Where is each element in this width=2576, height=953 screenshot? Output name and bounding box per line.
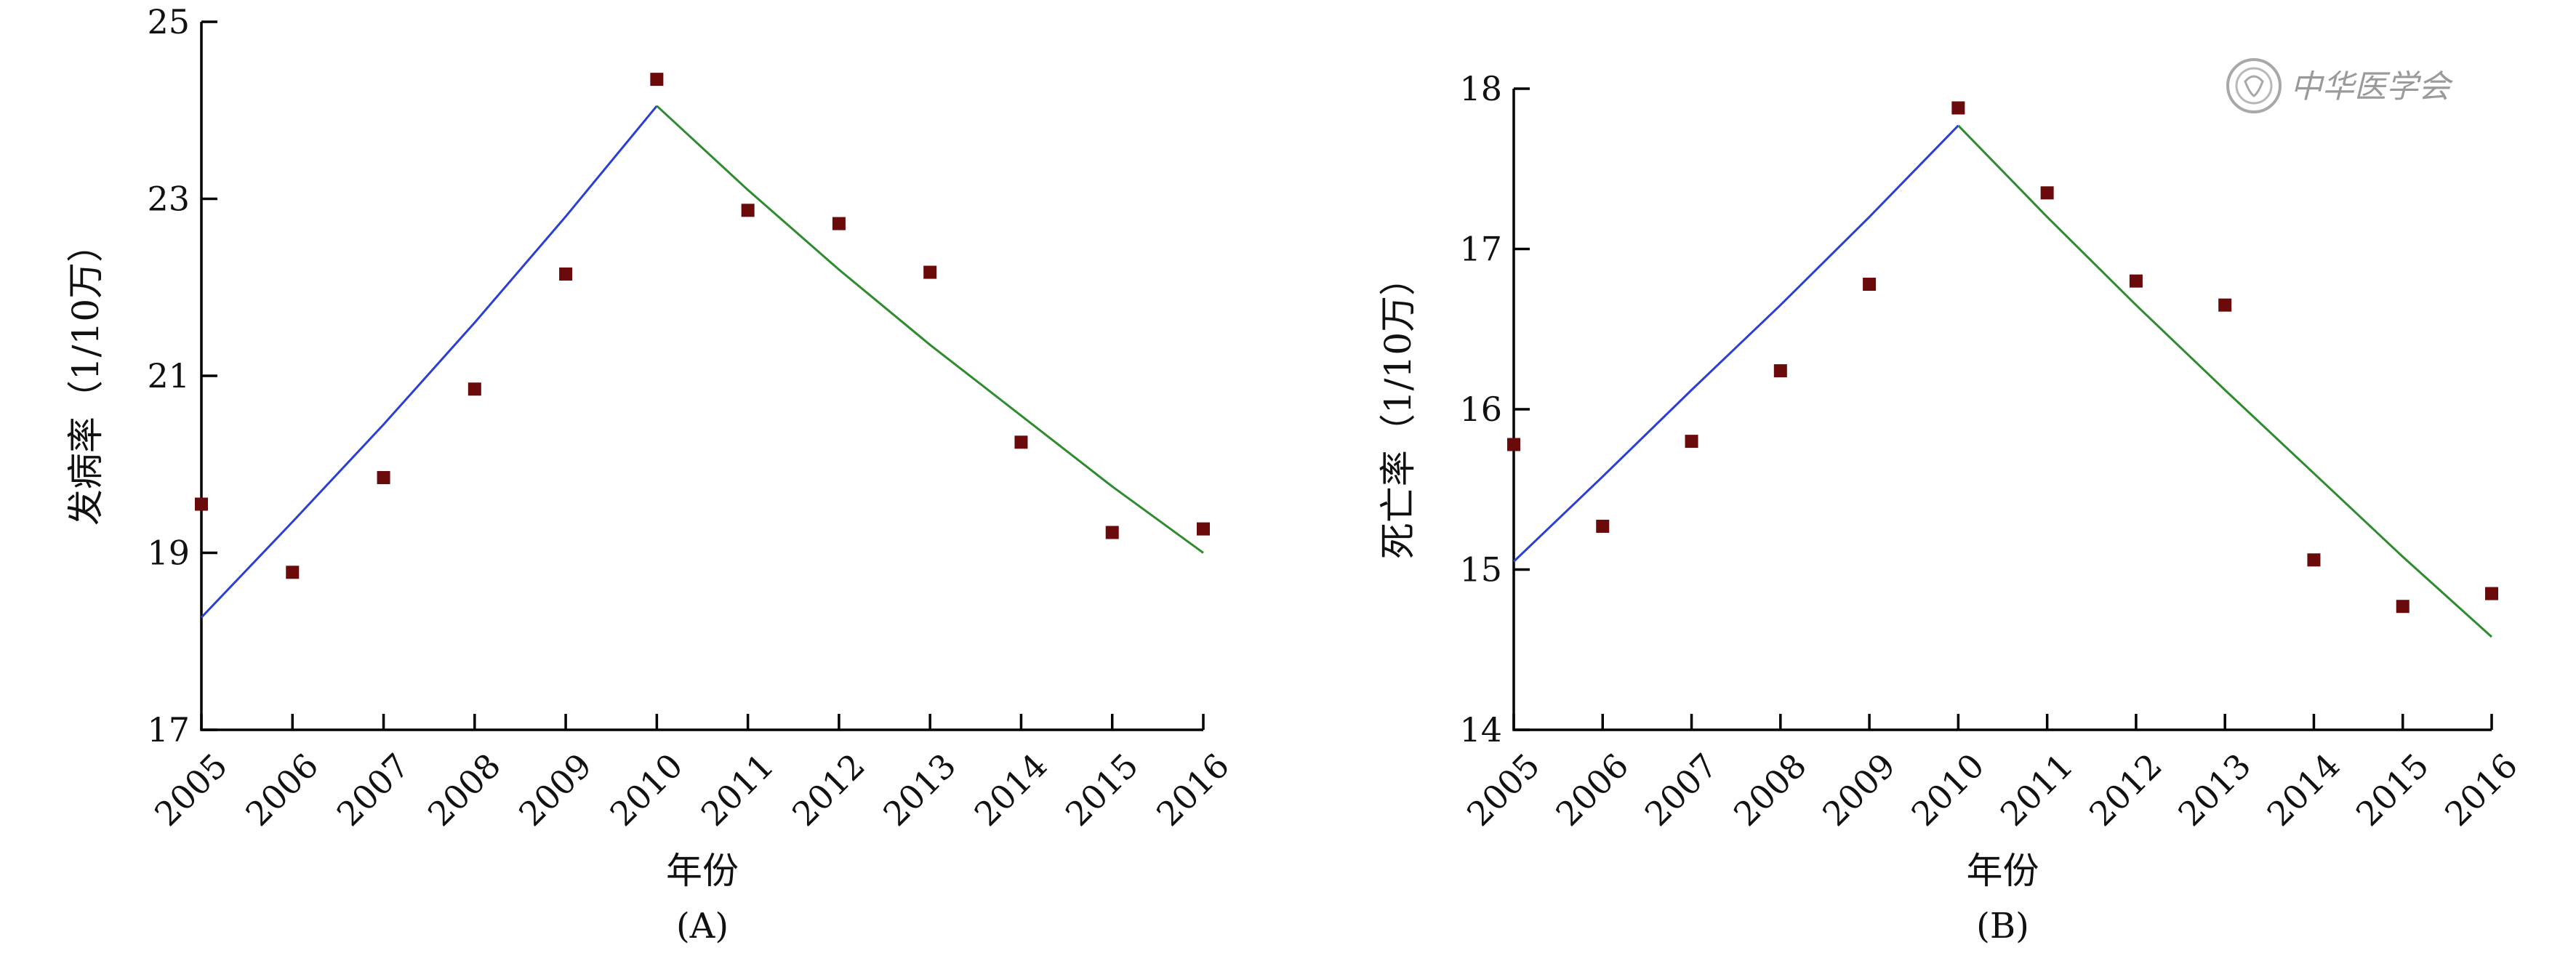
y-tick-label: 15: [1459, 550, 1502, 590]
y-tick-label: 25: [147, 2, 190, 41]
x-tick-label: 2007: [329, 746, 417, 834]
data-point-2014: [2307, 553, 2321, 567]
society-seal-icon: [2226, 58, 2282, 113]
x-tick-label: 2006: [238, 746, 326, 834]
y-tick-label: 17: [1459, 230, 1502, 269]
x-tick-label: 2009: [1815, 746, 1903, 834]
x-tick-label: 2011: [694, 746, 782, 834]
y-tick-label: 14: [1459, 710, 1502, 749]
x-tick-label: 2010: [603, 746, 691, 834]
data-point-2007: [377, 471, 390, 485]
x-tick-label: 2005: [147, 746, 235, 834]
x-tick-label: 2011: [1993, 746, 2081, 834]
y-axis-label: 发病率（1/10万）: [65, 226, 107, 526]
data-point-2010: [650, 73, 664, 87]
data-point-2011: [741, 204, 755, 217]
axes-frame: [200, 22, 1203, 731]
data-point-2015: [2396, 600, 2410, 614]
data-point-2014: [1014, 435, 1028, 449]
x-tick-label: 2014: [967, 746, 1055, 834]
data-point-2005: [1507, 438, 1520, 451]
x-axis-label: 年份: [666, 850, 739, 892]
x-tick-label: 2012: [785, 746, 872, 834]
y-tick-label: 23: [147, 180, 190, 219]
data-point-2011: [2040, 186, 2054, 200]
watermark: 中华医学会: [2226, 58, 2453, 113]
trend-line-segment: [1512, 124, 1959, 563]
data-point-2016: [1197, 522, 1210, 536]
x-tick-label: 2010: [1904, 746, 1992, 834]
data-point-2009: [1863, 278, 1877, 291]
data-point-2013: [923, 265, 937, 279]
x-tick-label: 2009: [511, 746, 599, 834]
data-point-2012: [2129, 274, 2143, 288]
x-tick-label: 2006: [1548, 746, 1636, 834]
y-tick-label: 18: [1459, 69, 1502, 108]
data-point-2015: [1105, 526, 1119, 539]
x-tick-label: 2007: [1637, 746, 1725, 834]
watermark-text: 中华医学会: [2290, 68, 2453, 105]
data-point-2007: [1685, 435, 1698, 449]
x-tick-label: 2016: [1149, 746, 1237, 834]
x-tick-label: 2014: [2260, 746, 2348, 834]
data-point-2009: [559, 267, 573, 281]
y-tick-label: 16: [1459, 390, 1502, 429]
data-point-2010: [1951, 101, 1965, 115]
x-axis-label: 年份: [1967, 850, 2039, 892]
x-tick-label: 2013: [2170, 746, 2258, 834]
data-point-2016: [2485, 587, 2498, 600]
x-tick-label: 2013: [875, 746, 963, 834]
data-point-2005: [195, 497, 208, 511]
y-axis-label: 死亡率（1/10万）: [1377, 260, 1419, 559]
y-tick-label: 21: [147, 356, 190, 395]
data-point-2006: [1596, 519, 1610, 533]
data-point-2012: [832, 217, 846, 230]
x-tick-label: 2008: [420, 746, 508, 834]
y-tick-label: 19: [147, 534, 190, 573]
x-tick-label: 2012: [2082, 746, 2170, 834]
y-tick-label: 17: [147, 710, 190, 749]
panel-label: (A): [676, 906, 729, 946]
data-point-2008: [1773, 364, 1787, 378]
axes-frame: [1512, 89, 2492, 731]
x-tick-label: 2016: [2437, 746, 2525, 834]
x-tick-label: 2005: [1459, 746, 1547, 834]
x-tick-label: 2015: [1058, 746, 1146, 834]
x-tick-label: 2015: [2348, 746, 2436, 834]
trend-line-segment: [1957, 124, 2493, 638]
x-tick-label: 2008: [1726, 746, 1814, 834]
data-point-2006: [286, 566, 300, 579]
data-point-2008: [468, 382, 481, 396]
data-point-2013: [2218, 298, 2232, 312]
trend-line-segment: [200, 105, 658, 619]
panel-label: (B): [1976, 906, 2029, 946]
trend-line-segment: [656, 105, 1204, 554]
